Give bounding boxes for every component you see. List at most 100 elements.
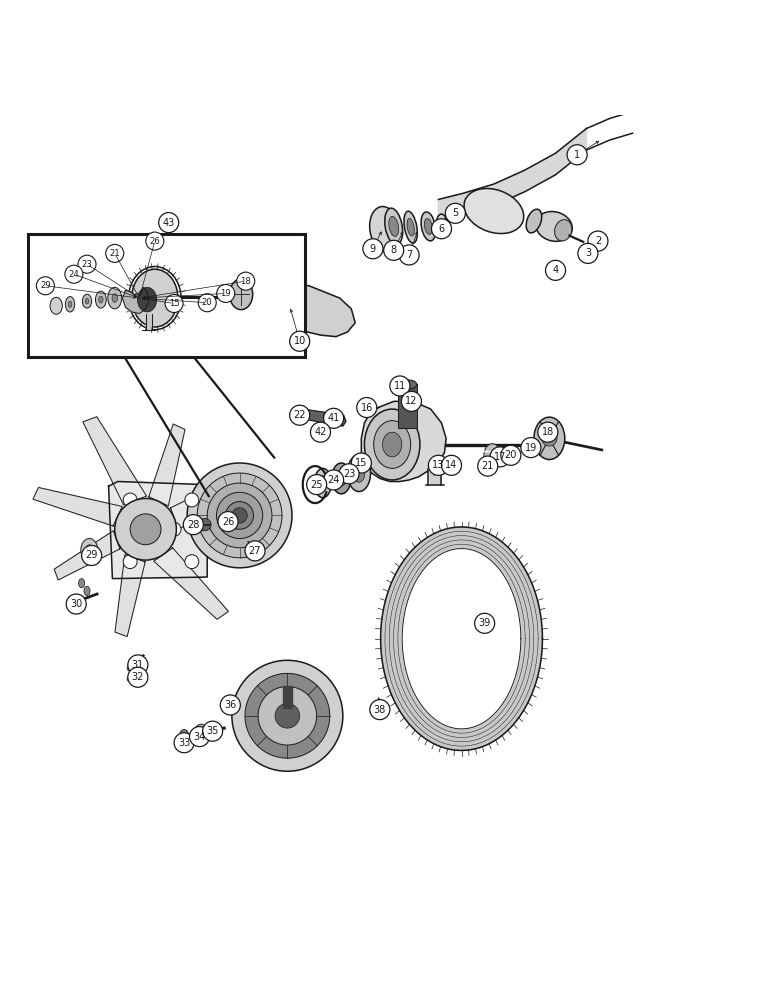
Circle shape — [237, 272, 255, 290]
Circle shape — [187, 463, 292, 568]
Circle shape — [290, 405, 310, 425]
Ellipse shape — [407, 218, 415, 236]
Polygon shape — [171, 471, 251, 530]
Circle shape — [275, 703, 300, 728]
Ellipse shape — [527, 209, 542, 233]
Polygon shape — [115, 555, 145, 637]
Circle shape — [128, 655, 148, 675]
Text: 15: 15 — [169, 299, 179, 308]
Circle shape — [232, 508, 247, 523]
Text: 39: 39 — [479, 618, 491, 628]
Bar — [28, 234, 305, 357]
Circle shape — [542, 431, 557, 446]
Text: 29: 29 — [86, 550, 98, 560]
Ellipse shape — [108, 287, 122, 309]
Circle shape — [36, 277, 54, 295]
Circle shape — [490, 447, 510, 467]
Circle shape — [384, 240, 404, 260]
Ellipse shape — [198, 729, 204, 737]
Circle shape — [546, 260, 566, 280]
Text: 13: 13 — [432, 460, 445, 470]
Polygon shape — [381, 527, 543, 750]
Ellipse shape — [83, 294, 92, 308]
Circle shape — [588, 231, 608, 251]
Circle shape — [357, 398, 377, 418]
Ellipse shape — [137, 287, 157, 312]
Ellipse shape — [398, 380, 417, 389]
Ellipse shape — [277, 297, 302, 326]
Ellipse shape — [332, 463, 351, 494]
Text: 3: 3 — [585, 248, 591, 258]
Text: 23: 23 — [82, 260, 93, 269]
Ellipse shape — [132, 269, 178, 327]
Text: 2: 2 — [594, 236, 601, 246]
Circle shape — [323, 408, 344, 428]
Text: 24: 24 — [327, 475, 340, 485]
Polygon shape — [149, 424, 185, 506]
Text: 27: 27 — [249, 546, 261, 556]
Polygon shape — [123, 287, 149, 314]
Circle shape — [578, 243, 598, 263]
Ellipse shape — [554, 220, 572, 241]
Polygon shape — [255, 284, 355, 337]
Text: 38: 38 — [374, 705, 386, 715]
Text: 8: 8 — [391, 245, 397, 255]
Circle shape — [168, 522, 181, 536]
Bar — [398, 384, 417, 428]
Ellipse shape — [86, 545, 93, 555]
Circle shape — [197, 473, 282, 558]
Circle shape — [351, 453, 371, 473]
Circle shape — [478, 456, 498, 476]
Circle shape — [146, 232, 164, 250]
Text: 30: 30 — [70, 599, 83, 609]
Polygon shape — [438, 129, 587, 221]
Text: 6: 6 — [438, 224, 445, 234]
Text: 28: 28 — [187, 520, 199, 530]
Polygon shape — [402, 549, 521, 729]
Circle shape — [401, 391, 422, 411]
Text: 29: 29 — [40, 281, 51, 290]
Circle shape — [130, 514, 161, 545]
Text: 7: 7 — [406, 250, 412, 260]
Text: 17: 17 — [494, 452, 506, 462]
Circle shape — [202, 721, 222, 741]
Ellipse shape — [425, 218, 432, 234]
Text: 35: 35 — [206, 726, 218, 736]
Ellipse shape — [85, 298, 89, 304]
Circle shape — [183, 515, 203, 535]
Ellipse shape — [81, 539, 98, 562]
Text: 43: 43 — [163, 218, 174, 228]
Circle shape — [370, 700, 390, 720]
Ellipse shape — [71, 598, 79, 609]
Polygon shape — [300, 409, 346, 426]
Text: 23: 23 — [343, 469, 355, 479]
Text: 19: 19 — [220, 289, 231, 298]
Circle shape — [363, 239, 383, 259]
Text: 5: 5 — [452, 208, 459, 218]
Text: 24: 24 — [69, 270, 80, 279]
Text: 18: 18 — [240, 277, 251, 286]
Circle shape — [306, 475, 327, 495]
Circle shape — [82, 545, 102, 566]
Text: 25: 25 — [310, 480, 323, 490]
Circle shape — [258, 686, 317, 745]
Circle shape — [290, 331, 310, 351]
Ellipse shape — [179, 730, 188, 742]
Text: 26: 26 — [222, 517, 234, 527]
Ellipse shape — [374, 421, 411, 468]
Text: 20: 20 — [505, 450, 517, 460]
Text: 12: 12 — [405, 396, 418, 406]
Circle shape — [245, 541, 265, 561]
Circle shape — [106, 244, 124, 262]
Circle shape — [124, 493, 137, 507]
Text: 33: 33 — [178, 738, 190, 748]
Ellipse shape — [66, 297, 75, 312]
Ellipse shape — [383, 432, 401, 457]
Text: 15: 15 — [355, 458, 367, 468]
Polygon shape — [83, 417, 147, 505]
Circle shape — [445, 203, 466, 223]
Text: 32: 32 — [132, 672, 144, 682]
Circle shape — [216, 492, 262, 539]
Text: 1: 1 — [574, 150, 581, 160]
Ellipse shape — [364, 409, 420, 480]
